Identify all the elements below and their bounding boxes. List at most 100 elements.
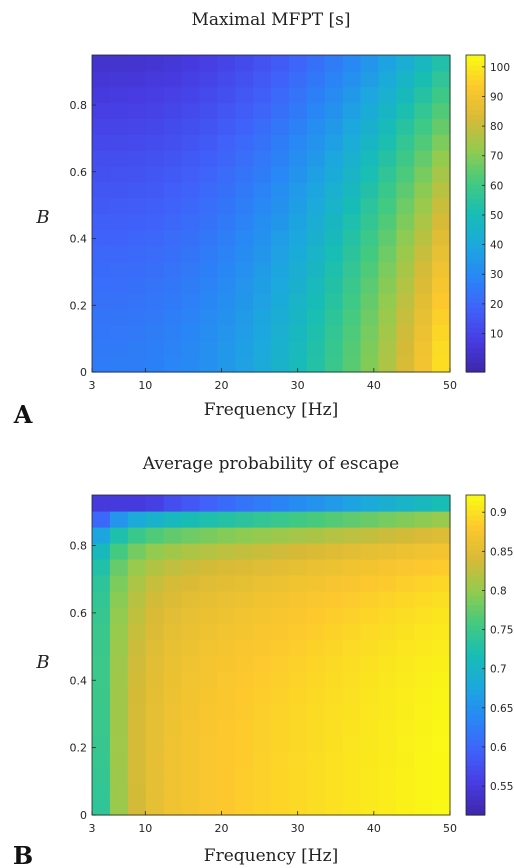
- colorbar-segment: [466, 730, 485, 736]
- heatmap-cell: [432, 575, 451, 592]
- heatmap-cell: [92, 356, 111, 373]
- heatmap-cell: [396, 197, 415, 215]
- heatmap-cell: [217, 118, 236, 135]
- heatmap-cell: [235, 655, 254, 672]
- heatmap-cell: [217, 495, 236, 512]
- heatmap-cell: [360, 511, 379, 528]
- heatmap-cell: [92, 150, 111, 167]
- heatmap-cell: [163, 165, 183, 183]
- heatmap-cell: [324, 703, 344, 720]
- heatmap-cell: [324, 292, 344, 310]
- colorbar-segment: [466, 233, 485, 239]
- heatmap-cell: [235, 767, 254, 784]
- colorbar-tick-label: 30: [490, 269, 503, 281]
- heatmap-cell: [306, 356, 326, 373]
- heatmap-cell: [145, 229, 165, 246]
- heatmap-cell: [235, 623, 254, 640]
- heatmap-cell: [324, 623, 344, 640]
- heatmap-cell: [181, 575, 200, 592]
- heatmap-cell: [414, 687, 433, 704]
- heatmap-cell: [163, 86, 183, 104]
- heatmap-cell: [306, 261, 326, 278]
- heatmap-cell: [342, 102, 362, 119]
- heatmap-cell: [396, 165, 415, 183]
- colorbar-segment: [466, 770, 485, 776]
- heatmap-cell: [378, 735, 397, 752]
- heatmap-cell: [360, 70, 379, 88]
- heatmap-cell: [414, 197, 433, 215]
- heatmap-cell: [342, 261, 362, 278]
- heatmap-cell: [199, 70, 218, 88]
- heatmap-cell: [288, 356, 308, 373]
- heatmap-cell: [127, 229, 147, 246]
- heatmap-cell: [181, 687, 200, 704]
- heatmap-cell: [181, 292, 200, 310]
- heatmap-cell: [145, 783, 165, 800]
- colorbar-segment: [466, 590, 485, 596]
- heatmap-cell: [396, 102, 415, 119]
- heatmap-cell: [414, 719, 433, 736]
- heatmap-cell: [360, 245, 379, 262]
- colorbar-segment: [466, 168, 485, 175]
- heatmap-cell: [217, 639, 236, 656]
- x-tick-label: 40: [367, 379, 381, 392]
- heatmap-cell: [92, 86, 111, 104]
- heatmap-cell: [324, 118, 344, 135]
- x-tick-label: 3: [89, 822, 96, 835]
- heatmap-cell: [414, 735, 433, 752]
- heatmap-cell: [181, 703, 200, 720]
- heatmap-cell: [217, 308, 236, 326]
- colorbar-segment: [466, 218, 485, 224]
- heatmap-cell: [217, 575, 236, 592]
- heatmap-cell: [145, 86, 165, 104]
- heatmap-cell: [217, 719, 236, 736]
- heatmap-cell: [235, 799, 254, 816]
- heatmap-cell: [342, 495, 362, 512]
- heatmap-cell: [414, 245, 433, 262]
- colorbar-segment: [466, 605, 485, 611]
- heatmap-cell: [181, 118, 200, 135]
- x-tick-label: 10: [138, 379, 152, 392]
- heatmap-cell: [360, 607, 379, 624]
- colorbar-segment: [466, 144, 485, 150]
- heatmap-cell: [109, 799, 129, 816]
- heatmap-cell: [271, 102, 290, 119]
- heatmap-cell: [181, 165, 200, 183]
- heatmap-cell: [217, 783, 236, 800]
- heatmap-cell: [271, 751, 290, 768]
- heatmap-cell: [360, 783, 379, 800]
- heatmap-cell: [396, 292, 415, 310]
- colorbar-segment: [466, 610, 485, 616]
- heatmap-cell: [342, 229, 362, 246]
- heatmap-cell: [306, 511, 326, 528]
- heatmap-cell: [360, 308, 379, 326]
- heatmap-cell: [253, 102, 272, 119]
- colorbar-segment: [466, 705, 485, 711]
- heatmap-cell: [288, 197, 308, 215]
- colorbar-segment: [466, 530, 485, 536]
- heatmap-cell: [324, 213, 344, 230]
- heatmap-cell: [432, 134, 451, 151]
- heatmap-cell: [235, 495, 254, 512]
- heatmap-cell: [414, 767, 433, 784]
- heatmap-cell: [342, 719, 362, 736]
- heatmap-cell: [109, 165, 129, 183]
- heatmap-cell: [109, 292, 129, 310]
- heatmap-cell: [92, 118, 111, 135]
- x-tick-label: 50: [443, 379, 457, 392]
- heatmap-cell: [414, 86, 433, 104]
- heatmap-cell: [271, 735, 290, 752]
- heatmap-cell: [145, 799, 165, 816]
- heatmap-cell: [253, 356, 272, 373]
- heatmap-cell: [217, 591, 236, 608]
- heatmap-cell: [253, 229, 272, 246]
- heatmap-cell: [288, 591, 308, 608]
- colorbar-segment: [466, 640, 485, 646]
- heatmap-cell: [92, 308, 111, 326]
- heatmap-cell: [324, 181, 344, 199]
- heatmap-cell: [396, 783, 415, 800]
- heatmap-cell: [181, 276, 200, 294]
- heatmap-cell: [199, 276, 218, 294]
- heatmap-cell: [163, 607, 183, 624]
- heatmap-cell: [324, 751, 344, 768]
